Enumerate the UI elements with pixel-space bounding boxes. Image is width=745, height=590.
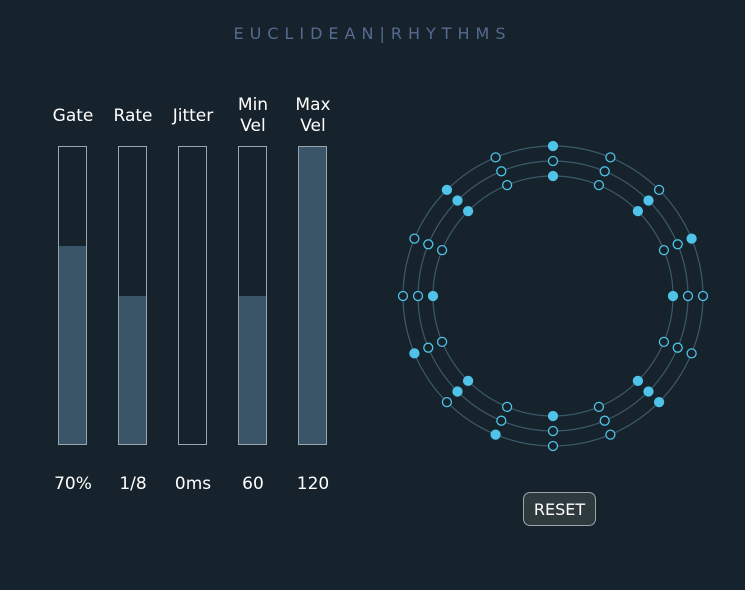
step-active-ring1[interactable] <box>462 205 474 217</box>
slider-fill <box>239 295 266 444</box>
step-inactive-ring2[interactable] <box>672 239 683 250</box>
step-inactive-ring3[interactable] <box>697 290 709 302</box>
slider-label: Gate <box>52 106 94 126</box>
step-inactive-ring2[interactable] <box>682 290 694 302</box>
step-inactive-ring1[interactable] <box>436 244 448 256</box>
step-active-ring1[interactable] <box>427 290 439 302</box>
slider-value: 60 <box>242 474 264 494</box>
slider-track[interactable] <box>238 146 267 445</box>
slider-fill <box>119 295 146 444</box>
slider-track[interactable] <box>58 146 87 445</box>
step-inactive-ring3[interactable] <box>397 290 409 302</box>
step-inactive-ring2[interactable] <box>599 166 610 177</box>
step-inactive-ring2[interactable] <box>496 166 507 177</box>
step-active-ring3[interactable] <box>441 184 453 196</box>
step-active-ring3[interactable] <box>547 140 559 152</box>
step-active-ring3[interactable] <box>409 348 420 359</box>
step-active-ring3[interactable] <box>490 429 501 440</box>
slider-value: 1/8 <box>119 474 147 494</box>
step-active-ring2[interactable] <box>452 195 463 206</box>
step-active-ring1[interactable] <box>667 290 679 302</box>
step-inactive-ring3[interactable] <box>605 429 616 440</box>
step-inactive-ring2[interactable] <box>672 342 683 353</box>
slider-track[interactable] <box>178 146 207 445</box>
step-inactive-ring2[interactable] <box>547 425 559 437</box>
slider-label: Max Vel <box>295 95 331 136</box>
step-inactive-ring2[interactable] <box>412 290 424 302</box>
slider-value: 0ms <box>174 474 212 494</box>
step-inactive-ring1[interactable] <box>501 179 513 191</box>
step-active-ring1[interactable] <box>462 375 474 387</box>
step-inactive-ring3[interactable] <box>686 348 697 359</box>
step-inactive-ring2[interactable] <box>599 415 610 426</box>
step-inactive-ring2[interactable] <box>496 415 507 426</box>
slider-fill <box>59 245 86 444</box>
slider-track[interactable] <box>118 146 147 445</box>
step-inactive-ring2[interactable] <box>547 155 559 167</box>
slider-value: 70% <box>54 474 92 494</box>
step-inactive-ring1[interactable] <box>593 401 605 413</box>
step-inactive-ring3[interactable] <box>653 184 665 196</box>
step-active-ring2[interactable] <box>452 386 463 397</box>
step-inactive-ring3[interactable] <box>605 152 616 163</box>
step-inactive-ring1[interactable] <box>436 336 448 348</box>
step-inactive-ring3[interactable] <box>547 440 559 452</box>
slider-value: 120 <box>296 474 330 494</box>
slider-track[interactable] <box>298 146 327 445</box>
step-active-ring1[interactable] <box>547 170 559 182</box>
slider-fill <box>299 147 326 444</box>
slider-label: Jitter <box>172 106 214 126</box>
step-inactive-ring3[interactable] <box>409 233 420 244</box>
step-inactive-ring3[interactable] <box>441 396 453 408</box>
step-inactive-ring1[interactable] <box>593 179 605 191</box>
step-inactive-ring1[interactable] <box>658 336 670 348</box>
slider-label: Min Vel <box>237 95 269 136</box>
step-active-ring1[interactable] <box>547 410 559 422</box>
app-title: EUCLIDEAN|RHYTHMS <box>233 24 512 43</box>
reset-button[interactable]: RESET <box>523 492 596 526</box>
step-inactive-ring3[interactable] <box>490 152 501 163</box>
step-inactive-ring1[interactable] <box>501 401 513 413</box>
step-active-ring3[interactable] <box>653 396 665 408</box>
step-active-ring1[interactable] <box>632 205 644 217</box>
step-active-ring3[interactable] <box>686 233 697 244</box>
step-inactive-ring2[interactable] <box>423 342 434 353</box>
step-inactive-ring2[interactable] <box>423 239 434 250</box>
step-active-ring1[interactable] <box>632 375 644 387</box>
step-active-ring2[interactable] <box>643 195 654 206</box>
step-active-ring2[interactable] <box>643 386 654 397</box>
slider-label: Rate <box>113 106 153 126</box>
step-inactive-ring1[interactable] <box>658 244 670 256</box>
